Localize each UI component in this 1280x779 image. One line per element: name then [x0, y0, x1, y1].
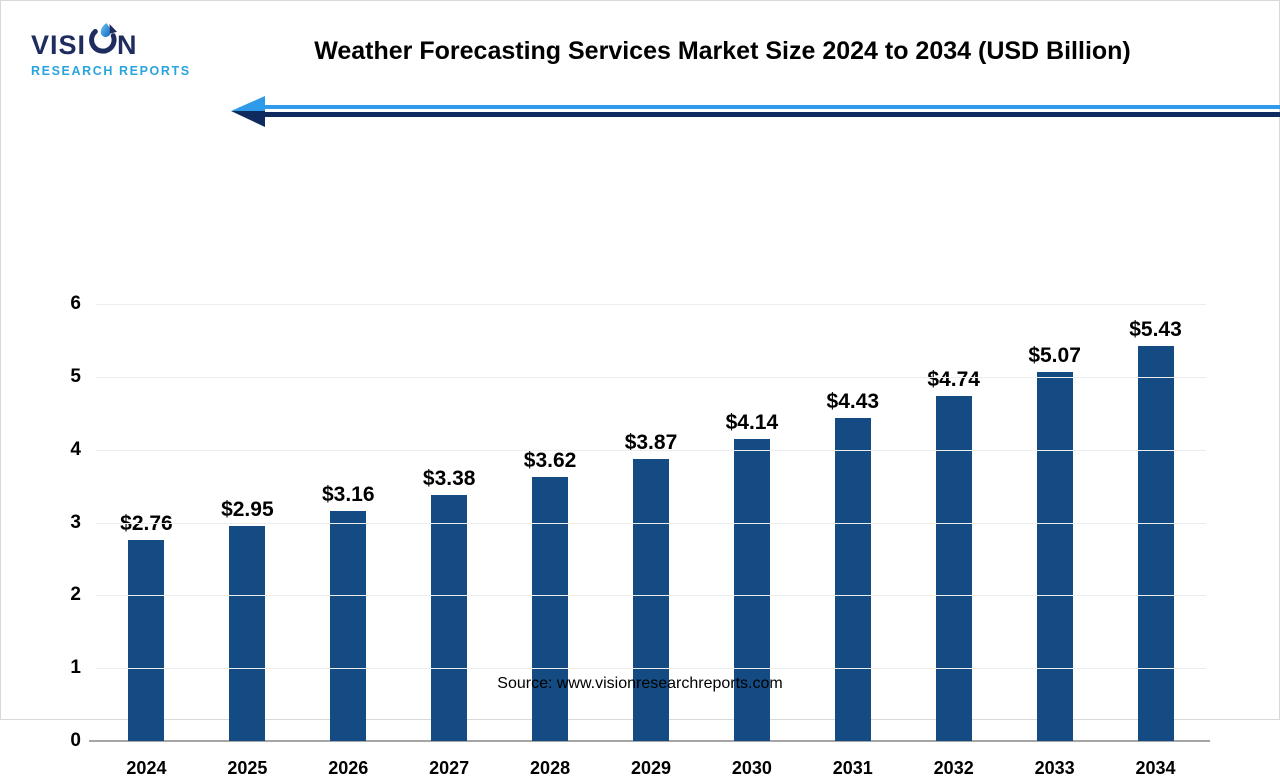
- plot-area: $2.76 $2.95 $3.16 $3.38 $3.62 $3.87 $4.14 $4.43…: [89, 304, 1210, 742]
- x-tick-label-2028: 2028: [530, 758, 571, 778]
- gridline-4: [96, 449, 1206, 451]
- value-label-2032: $4.74: [927, 367, 980, 391]
- value-label-2027: $3.38: [422, 466, 476, 490]
- value-label-2030: $4.14: [725, 411, 779, 435]
- value-label-2031: $4.43: [826, 390, 880, 414]
- value-label-2028: $3.62: [523, 449, 577, 473]
- logo-text-prefix: VISI: [31, 30, 87, 60]
- value-label-2026: $3.16: [321, 482, 375, 506]
- bar-2029: [632, 459, 669, 741]
- value-label-2029: $3.87: [624, 431, 678, 455]
- gridline-3: [96, 522, 1206, 524]
- bar-2028: [532, 477, 569, 741]
- x-tick-label-2029: 2029: [630, 758, 671, 778]
- logo-wordmark: VISI N: [31, 21, 201, 59]
- bar-slot-2034: $5.43: [1105, 304, 1206, 741]
- bar-slots: $2.76 $2.95 $3.16 $3.38 $3.62 $3.87 $4.14 $4.43…: [96, 304, 1206, 741]
- gridline-2: [96, 595, 1206, 597]
- x-tick-label-2032: 2032: [933, 758, 974, 778]
- bar-slot-2027: $3.38: [399, 304, 500, 741]
- x-tick-label-2025: 2025: [227, 758, 268, 778]
- y-tick-label-6: 6: [70, 293, 81, 314]
- y-tick-label-3: 3: [70, 511, 81, 533]
- bar-2025: [229, 526, 266, 741]
- bar-2026: [330, 510, 367, 741]
- x-tick-label-2033: 2033: [1034, 758, 1075, 778]
- vision-research-reports-logo: VISI N RESEARCH REPORTS: [31, 21, 201, 78]
- bar-slot-2032: $4.74: [903, 304, 1004, 741]
- bar-slot-2026: $3.16: [298, 304, 399, 741]
- chart-title: Weather Forecasting Services Market Size…: [314, 37, 1131, 65]
- left-arrow-divider: [231, 96, 1280, 127]
- x-tick-label-2026: 2026: [328, 758, 369, 778]
- gridline-6: [96, 304, 1206, 305]
- bar-2034: [1137, 345, 1174, 741]
- logo-drop-swoosh-icon: [87, 21, 118, 62]
- x-axis: 2024 2025 2026 2027 2028 2029 2030 2031 2032 2033…: [96, 743, 1206, 779]
- logo-text-suffix: N: [117, 30, 138, 60]
- x-tick-label-2034: 2034: [1135, 758, 1176, 778]
- x-tick-label-2027: 2027: [429, 758, 470, 778]
- bar-2031: [834, 418, 871, 741]
- bar-slot-2025: $2.95: [197, 304, 298, 741]
- y-tick-label-5: 5: [70, 365, 81, 387]
- bar-2033: [1036, 371, 1073, 741]
- x-tick-label-2031: 2031: [832, 758, 873, 778]
- value-label-2033: $5.07: [1028, 343, 1081, 367]
- bar-2032: [935, 395, 972, 741]
- gridline-1: [96, 668, 1206, 670]
- gridline-5: [96, 376, 1206, 378]
- y-tick-label-2: 2: [70, 584, 81, 606]
- x-tick-label-2030: 2030: [731, 758, 772, 778]
- bar-slot-2030: $4.14: [701, 304, 802, 741]
- bar-slot-2033: $5.07: [1004, 304, 1105, 741]
- bar-slot-2028: $3.62: [500, 304, 601, 741]
- bar-slot-2029: $3.87: [601, 304, 702, 741]
- bar-slot-2024: $2.76: [96, 304, 197, 741]
- bar-2027: [431, 494, 468, 741]
- value-label-2034: $5.43: [1129, 317, 1182, 341]
- x-tick-label-2024: 2024: [126, 758, 167, 778]
- y-tick-label-0: 0: [70, 730, 81, 751]
- bar-2030: [733, 439, 770, 741]
- logo-subtitle: RESEARCH REPORTS: [31, 64, 191, 78]
- bar-slot-2031: $4.43: [802, 304, 903, 741]
- source-attribution: Source: www.visionresearchreports.com: [497, 675, 783, 692]
- y-tick-label-4: 4: [70, 438, 81, 460]
- bar-chart: 0 1 2 3 4 5 6 $2.76 $2.95 $3.16 $3.38 $3.62 $3.87 $4…: [1, 141, 1280, 778]
- y-tick-label-1: 1: [70, 657, 81, 679]
- bar-2024: [128, 539, 165, 741]
- value-label-2025: $2.95: [221, 498, 274, 522]
